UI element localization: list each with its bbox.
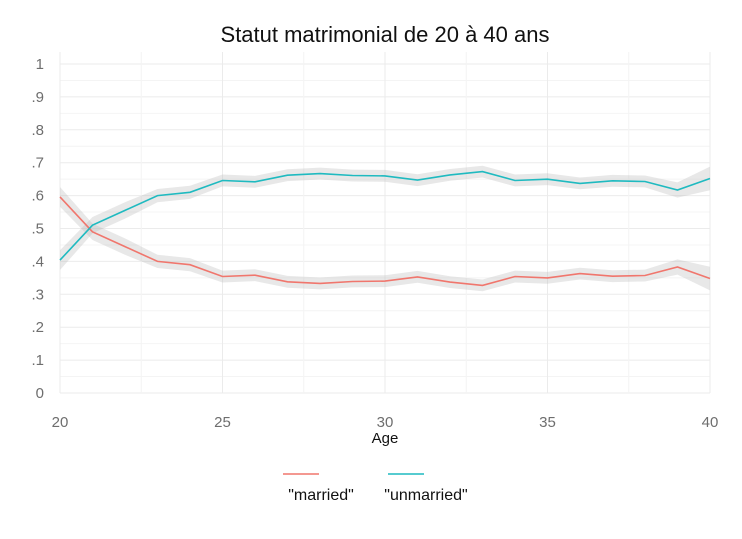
y-tick-label: .3 — [31, 286, 44, 303]
confidence-band — [60, 165, 710, 270]
legend-label: "married" — [288, 487, 354, 504]
y-tick-label: .1 — [31, 352, 44, 369]
confidence-band — [60, 187, 710, 292]
y-tick-label: .2 — [31, 319, 44, 336]
y-tick-label: 1 — [36, 56, 44, 73]
x-axis-label: Age — [372, 430, 399, 447]
y-tick-label: .9 — [31, 89, 44, 106]
series-line — [59, 196, 711, 287]
series-lines — [59, 170, 711, 287]
series-line — [59, 170, 711, 261]
confidence-bands — [60, 165, 710, 292]
y-tick-label: .5 — [31, 221, 44, 238]
x-axis-ticks: 20 25 30 35 40 — [52, 414, 719, 431]
legend-label: "unmarried" — [384, 487, 467, 504]
y-tick-label: 0 — [36, 385, 44, 402]
y-tick-label: .8 — [31, 122, 44, 139]
x-tick-label: 25 — [214, 414, 231, 431]
x-tick-label: 20 — [52, 414, 69, 431]
x-tick-label: 40 — [702, 414, 719, 431]
x-tick-label: 30 — [377, 414, 394, 431]
legend-item: "married" — [283, 473, 354, 504]
legend: "married" "unmarried" — [283, 473, 468, 504]
grid — [59, 52, 711, 394]
x-tick-label: 35 — [539, 414, 556, 431]
y-tick-label: .6 — [31, 188, 44, 205]
legend-item: "unmarried" — [384, 473, 468, 504]
chart-title: Statut matrimonial de 20 à 40 ans — [221, 22, 550, 47]
y-axis-ticks: 0 .1 .2 .3 .4 .5 .6 .7 .8 .9 1 — [31, 56, 44, 402]
y-tick-label: .4 — [31, 253, 44, 270]
y-tick-label: .7 — [31, 155, 44, 172]
